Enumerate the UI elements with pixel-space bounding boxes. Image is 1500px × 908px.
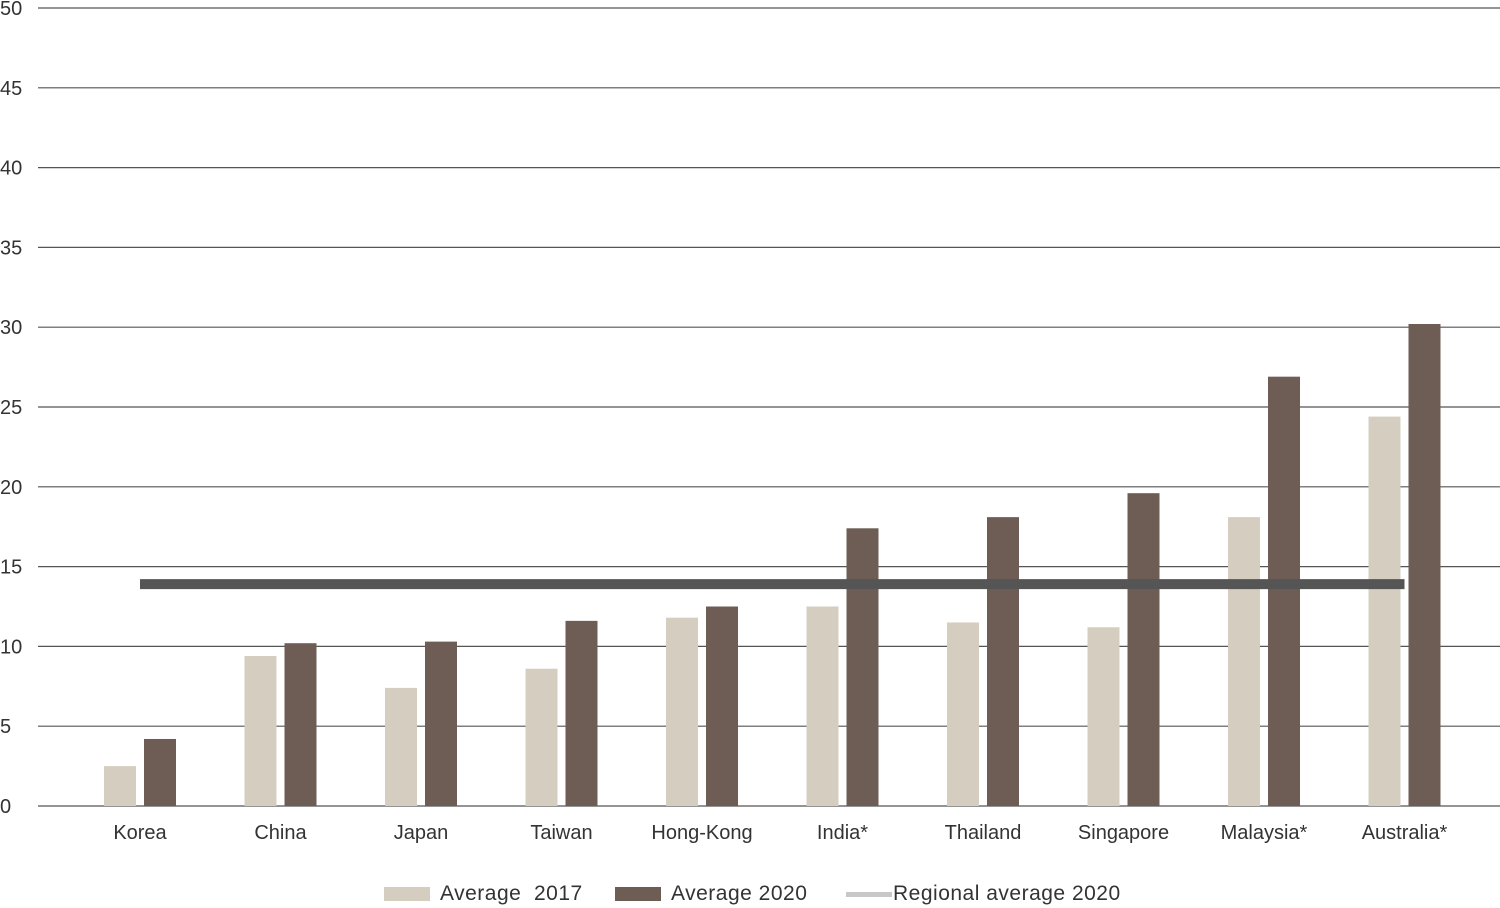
bar-2017 <box>385 687 417 806</box>
y-tick-label: 10 <box>0 636 22 658</box>
legend-swatch-2017 <box>384 887 430 901</box>
y-tick-label: 25 <box>0 397 22 419</box>
bar-2017 <box>1228 517 1260 806</box>
y-tick-label: 35 <box>0 237 22 259</box>
bar-2017 <box>1368 416 1401 806</box>
y-tick-label: 40 <box>0 158 22 180</box>
bar-2020 <box>284 643 317 806</box>
x-category-label: Korea <box>113 822 167 844</box>
y-axis-ticks: 0 5 10 15 20 25 30 35 40 45 50 <box>0 0 22 818</box>
legend-item-2020: Average 2020 <box>615 880 807 908</box>
bar-2020 <box>846 528 879 806</box>
legend-item-regional-average: Regional average 2020 <box>846 880 1121 908</box>
bar-2020 <box>1268 376 1300 806</box>
y-tick-label: 0 <box>0 796 11 818</box>
legend-item-2017: Average 2017 <box>384 880 583 908</box>
bars <box>104 324 1441 806</box>
bar-2017 <box>806 606 839 806</box>
bar-2020 <box>1408 324 1441 806</box>
legend-label-regional-average: Regional average 2020 <box>893 882 1121 905</box>
bar-2020 <box>144 738 176 806</box>
bar-2017 <box>244 655 277 806</box>
x-category-label: Australia* <box>1362 822 1448 844</box>
x-category-label: India* <box>817 822 868 844</box>
bar-2017 <box>1087 627 1120 806</box>
bar-2017 <box>104 766 136 806</box>
y-tick-label: 20 <box>0 477 22 499</box>
legend-swatch-regional-average <box>846 891 892 897</box>
x-category-label: Thailand <box>945 822 1022 844</box>
x-category-label: China <box>254 822 307 844</box>
legend: Average 2017 Average 2020 Regional avera… <box>0 880 1500 908</box>
x-category-label: Hong-Kong <box>651 822 752 844</box>
y-tick-label: 5 <box>0 716 11 738</box>
y-tick-label: 15 <box>0 557 22 579</box>
bar-2020 <box>425 641 457 806</box>
legend-label-2020: Average 2020 <box>671 882 808 905</box>
x-category-label: Taiwan <box>530 822 592 844</box>
legend-label-2017: Average 2017 <box>440 882 583 905</box>
x-category-label: Japan <box>394 822 449 844</box>
legend-swatch-2020 <box>615 887 661 901</box>
x-category-label: Singapore <box>1078 822 1169 844</box>
bar-2017 <box>666 617 698 806</box>
gridlines <box>38 7 1500 807</box>
bar-2020 <box>706 606 738 806</box>
y-tick-label: 30 <box>0 317 22 339</box>
y-tick-label: 50 <box>0 0 22 20</box>
x-category-label: Malaysia* <box>1221 822 1308 844</box>
bar-2017 <box>947 622 979 806</box>
bar-2017 <box>525 668 558 806</box>
bar-2020 <box>1127 493 1160 806</box>
bar-2020 <box>565 620 598 806</box>
x-axis-labels: Korea China Japan Taiwan Hong-Kong India* Thai… <box>113 822 1447 844</box>
bar-2020 <box>987 517 1019 806</box>
y-tick-label: 45 <box>0 78 22 100</box>
